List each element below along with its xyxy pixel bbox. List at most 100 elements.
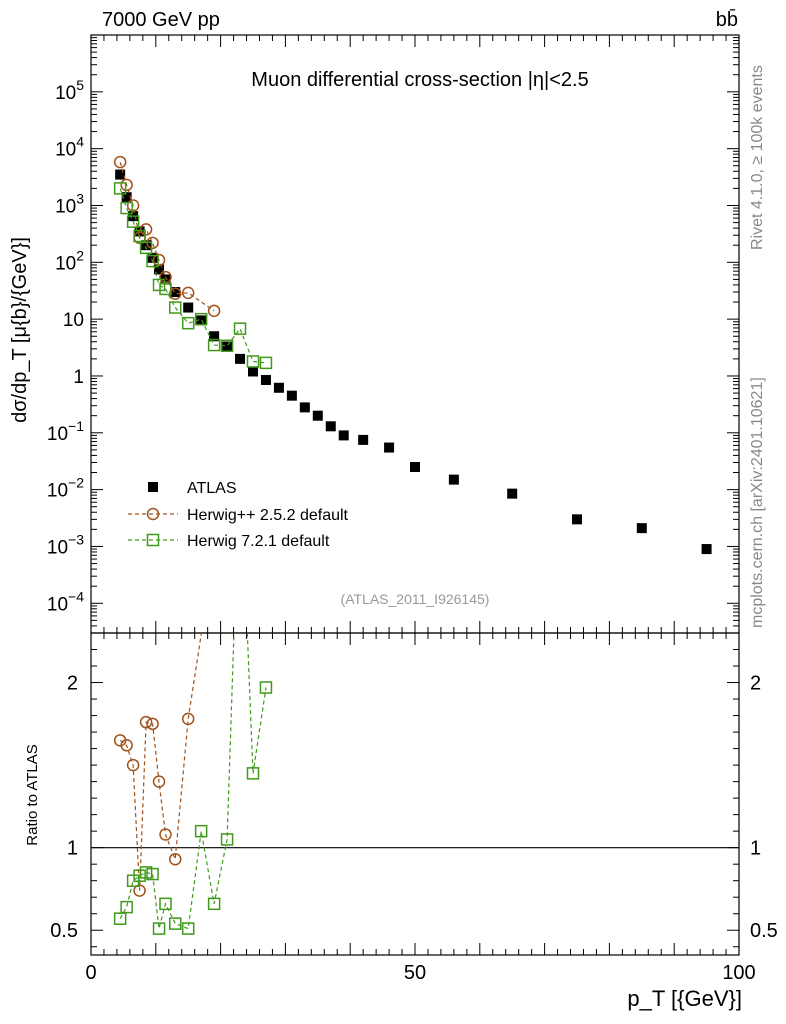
ratio-series-line (119, 633, 267, 930)
y-tick-label: 104 (55, 134, 84, 161)
ratio-y-tick-label: 1 (67, 838, 78, 860)
ratio-point (168, 917, 182, 930)
data-point (154, 264, 165, 275)
data-point (248, 366, 258, 377)
data-point (235, 353, 246, 364)
data-point (207, 304, 221, 318)
y-tick-label: 105 (55, 77, 84, 104)
y-tick-label: 1 (73, 367, 84, 388)
ratio-point (194, 824, 208, 838)
ratio-point (207, 897, 221, 911)
data-point (113, 182, 127, 195)
data-point (168, 301, 182, 314)
ratio-y-tick-label: 0.5 (750, 920, 778, 942)
ratio-point (220, 833, 234, 846)
ratio-point (159, 897, 172, 911)
data-point (410, 462, 420, 473)
mcplots-reference-label: mcplots.cern.ch [arXiv:2401.10621] (749, 377, 766, 628)
main-data-marks (113, 155, 712, 555)
data-point (160, 274, 171, 285)
data-point (115, 169, 126, 180)
legend-label: Herwig++ 2.5.2 default (187, 507, 349, 524)
y-axis-label: dσ/dp_T [μ{b}/{GeV}] (9, 237, 31, 423)
data-point (312, 410, 323, 421)
data-point (572, 514, 582, 525)
ratio-y-tick-label: 2 (67, 673, 78, 695)
ratio-point (133, 869, 146, 882)
ratio-point (146, 717, 159, 731)
data-point (134, 226, 145, 237)
ratio-y-tick-label: 2 (750, 673, 761, 695)
y-tick-label: 10−4 (47, 588, 84, 615)
data-point (126, 199, 140, 212)
data-point (246, 355, 260, 368)
data-point (233, 322, 247, 335)
data-point (286, 390, 297, 401)
data-point (133, 229, 146, 243)
data-point (152, 278, 166, 292)
y-tick-label: 10 (63, 310, 84, 331)
data-point (113, 155, 127, 169)
process-label: bb̄ (716, 8, 738, 31)
main-axes: 10−4 10−3 10−2 10−1 1 10 102 103 104 105 (47, 34, 740, 634)
y-tick-label: 10−3 (47, 531, 84, 558)
ratio-point (113, 912, 127, 925)
legend-label: Herwig 7.2.1 default (187, 533, 330, 550)
series-line (119, 188, 267, 364)
ratio-point (235, 446, 246, 457)
series-line (119, 161, 215, 312)
ratio-point (146, 867, 159, 881)
data-point (207, 338, 221, 352)
data-point (448, 474, 459, 485)
legend-marker (146, 507, 160, 521)
data-point (338, 430, 349, 441)
legend-label: ATLAS (187, 480, 237, 497)
data-point (209, 331, 220, 342)
legend: ATLAS Herwig++ 2.5.2 default Herwig 7.2.1 … (128, 480, 349, 550)
ratio-y-tick-label: 1 (750, 838, 761, 860)
data-point (260, 374, 271, 385)
data-point (121, 192, 132, 203)
data-point (222, 341, 233, 352)
ratio-point (120, 739, 133, 752)
legend-marker (148, 482, 158, 492)
data-point (181, 286, 195, 300)
data-point (183, 302, 194, 313)
data-point (358, 434, 369, 445)
data-point (384, 442, 395, 453)
data-point (139, 241, 153, 255)
main-plot-panel: 10−4 10−3 10−2 10−1 1 10 102 103 104 105 Muon dif… (9, 34, 740, 634)
rivet-version-label: Rivet 4.1.0, ≥ 100k events (749, 65, 766, 250)
y-tick-label: 10−1 (47, 418, 84, 445)
data-point (146, 254, 159, 268)
data-point (196, 315, 207, 326)
ratio-data-marks (113, 446, 273, 935)
data-point (147, 252, 158, 263)
x-tick-label: 100 (722, 962, 755, 984)
y-tick-label: 103 (55, 190, 84, 217)
data-point (159, 270, 172, 284)
ratio-point (152, 922, 166, 935)
x-tick-label: 0 (85, 962, 96, 984)
ratio-point (181, 712, 195, 726)
energy-label: 7000 GeV pp (102, 9, 220, 31)
ratio-point (159, 828, 172, 841)
ratio-axes: 0 50 100 0.5 0.5 1 1 2 2 (50, 632, 778, 984)
ratio-point (126, 758, 140, 772)
x-tick-label: 50 (404, 962, 426, 984)
ratio-point (168, 852, 182, 866)
ratio-plot-panel: 0 50 100 0.5 0.5 1 1 2 2 Ratio to ATLAS (24, 446, 778, 984)
ratio-plot-frame (90, 632, 740, 956)
data-point (299, 402, 310, 413)
ratio-point (120, 900, 133, 914)
data-point (141, 240, 152, 251)
data-point (220, 339, 234, 353)
plot-title: Muon differential cross-section |η|<2.5 (251, 69, 588, 91)
data-point (701, 544, 712, 555)
ratio-y-tick-label: 0.5 (50, 920, 78, 942)
data-point (126, 215, 140, 228)
y-tick-label: 10−2 (47, 475, 84, 502)
data-point (325, 421, 336, 432)
x-axis-label: p_T [{GeV}] (627, 986, 742, 1011)
